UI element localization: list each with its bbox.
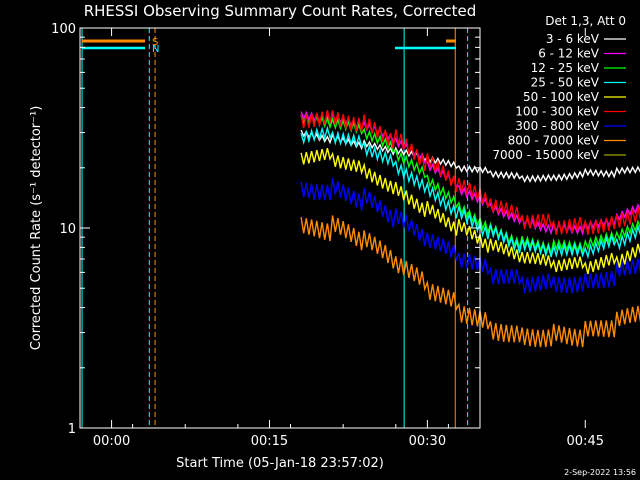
orbit-flag-label: S <box>152 37 158 48</box>
footer-timestamp: 2-Sep-2022 13:56 <box>564 468 636 477</box>
y-axis: 1 10 100 <box>51 22 480 437</box>
x-tick-label: 00:45 <box>567 434 604 449</box>
y-axis-label: Corrected Count Rate (s⁻¹ detector⁻¹) <box>29 106 44 351</box>
legend-label: 3 - 6 keV <box>546 32 600 46</box>
series-line-25-50-kev <box>300 125 640 260</box>
y-tick-label: 100 <box>51 22 76 37</box>
x-tick-label: 00:30 <box>409 434 446 449</box>
legend-title: Det 1,3, Att 0 <box>545 14 626 28</box>
x-tick-label: 00:15 <box>251 434 288 449</box>
plot-frame <box>79 27 481 429</box>
legend-label: 12 - 25 keV <box>531 61 600 75</box>
legend-label: 25 - 50 keV <box>531 76 600 90</box>
plot-area: SN <box>81 28 640 428</box>
series-line-12-25-kev <box>300 113 640 255</box>
chart-title: RHESSI Observing Summary Count Rates, Co… <box>84 2 477 20</box>
series-line-3-6-kev <box>300 129 640 184</box>
legend-label: 7000 - 15000 keV <box>492 148 599 162</box>
series-line-800-7000-kev <box>300 215 640 348</box>
x-tick-label: 00:00 <box>93 434 130 449</box>
orbit-flag-label: N <box>152 44 159 55</box>
x-axis-label: Start Time (05-Jan-18 23:57:02) <box>176 456 384 471</box>
y-tick-label: 10 <box>59 222 76 237</box>
series-line-50-100-kev <box>300 148 640 275</box>
series-line-300-800-kev <box>300 178 640 294</box>
legend-label: 6 - 12 keV <box>538 47 600 61</box>
y-tick-label: 1 <box>68 422 76 437</box>
series-line-100-300-kev <box>300 110 640 236</box>
legend-label: 100 - 300 keV <box>515 105 599 119</box>
legend-label: 800 - 7000 keV <box>508 134 600 148</box>
legend-label: 50 - 100 keV <box>523 90 600 104</box>
legend-label: 300 - 800 keV <box>515 119 599 133</box>
